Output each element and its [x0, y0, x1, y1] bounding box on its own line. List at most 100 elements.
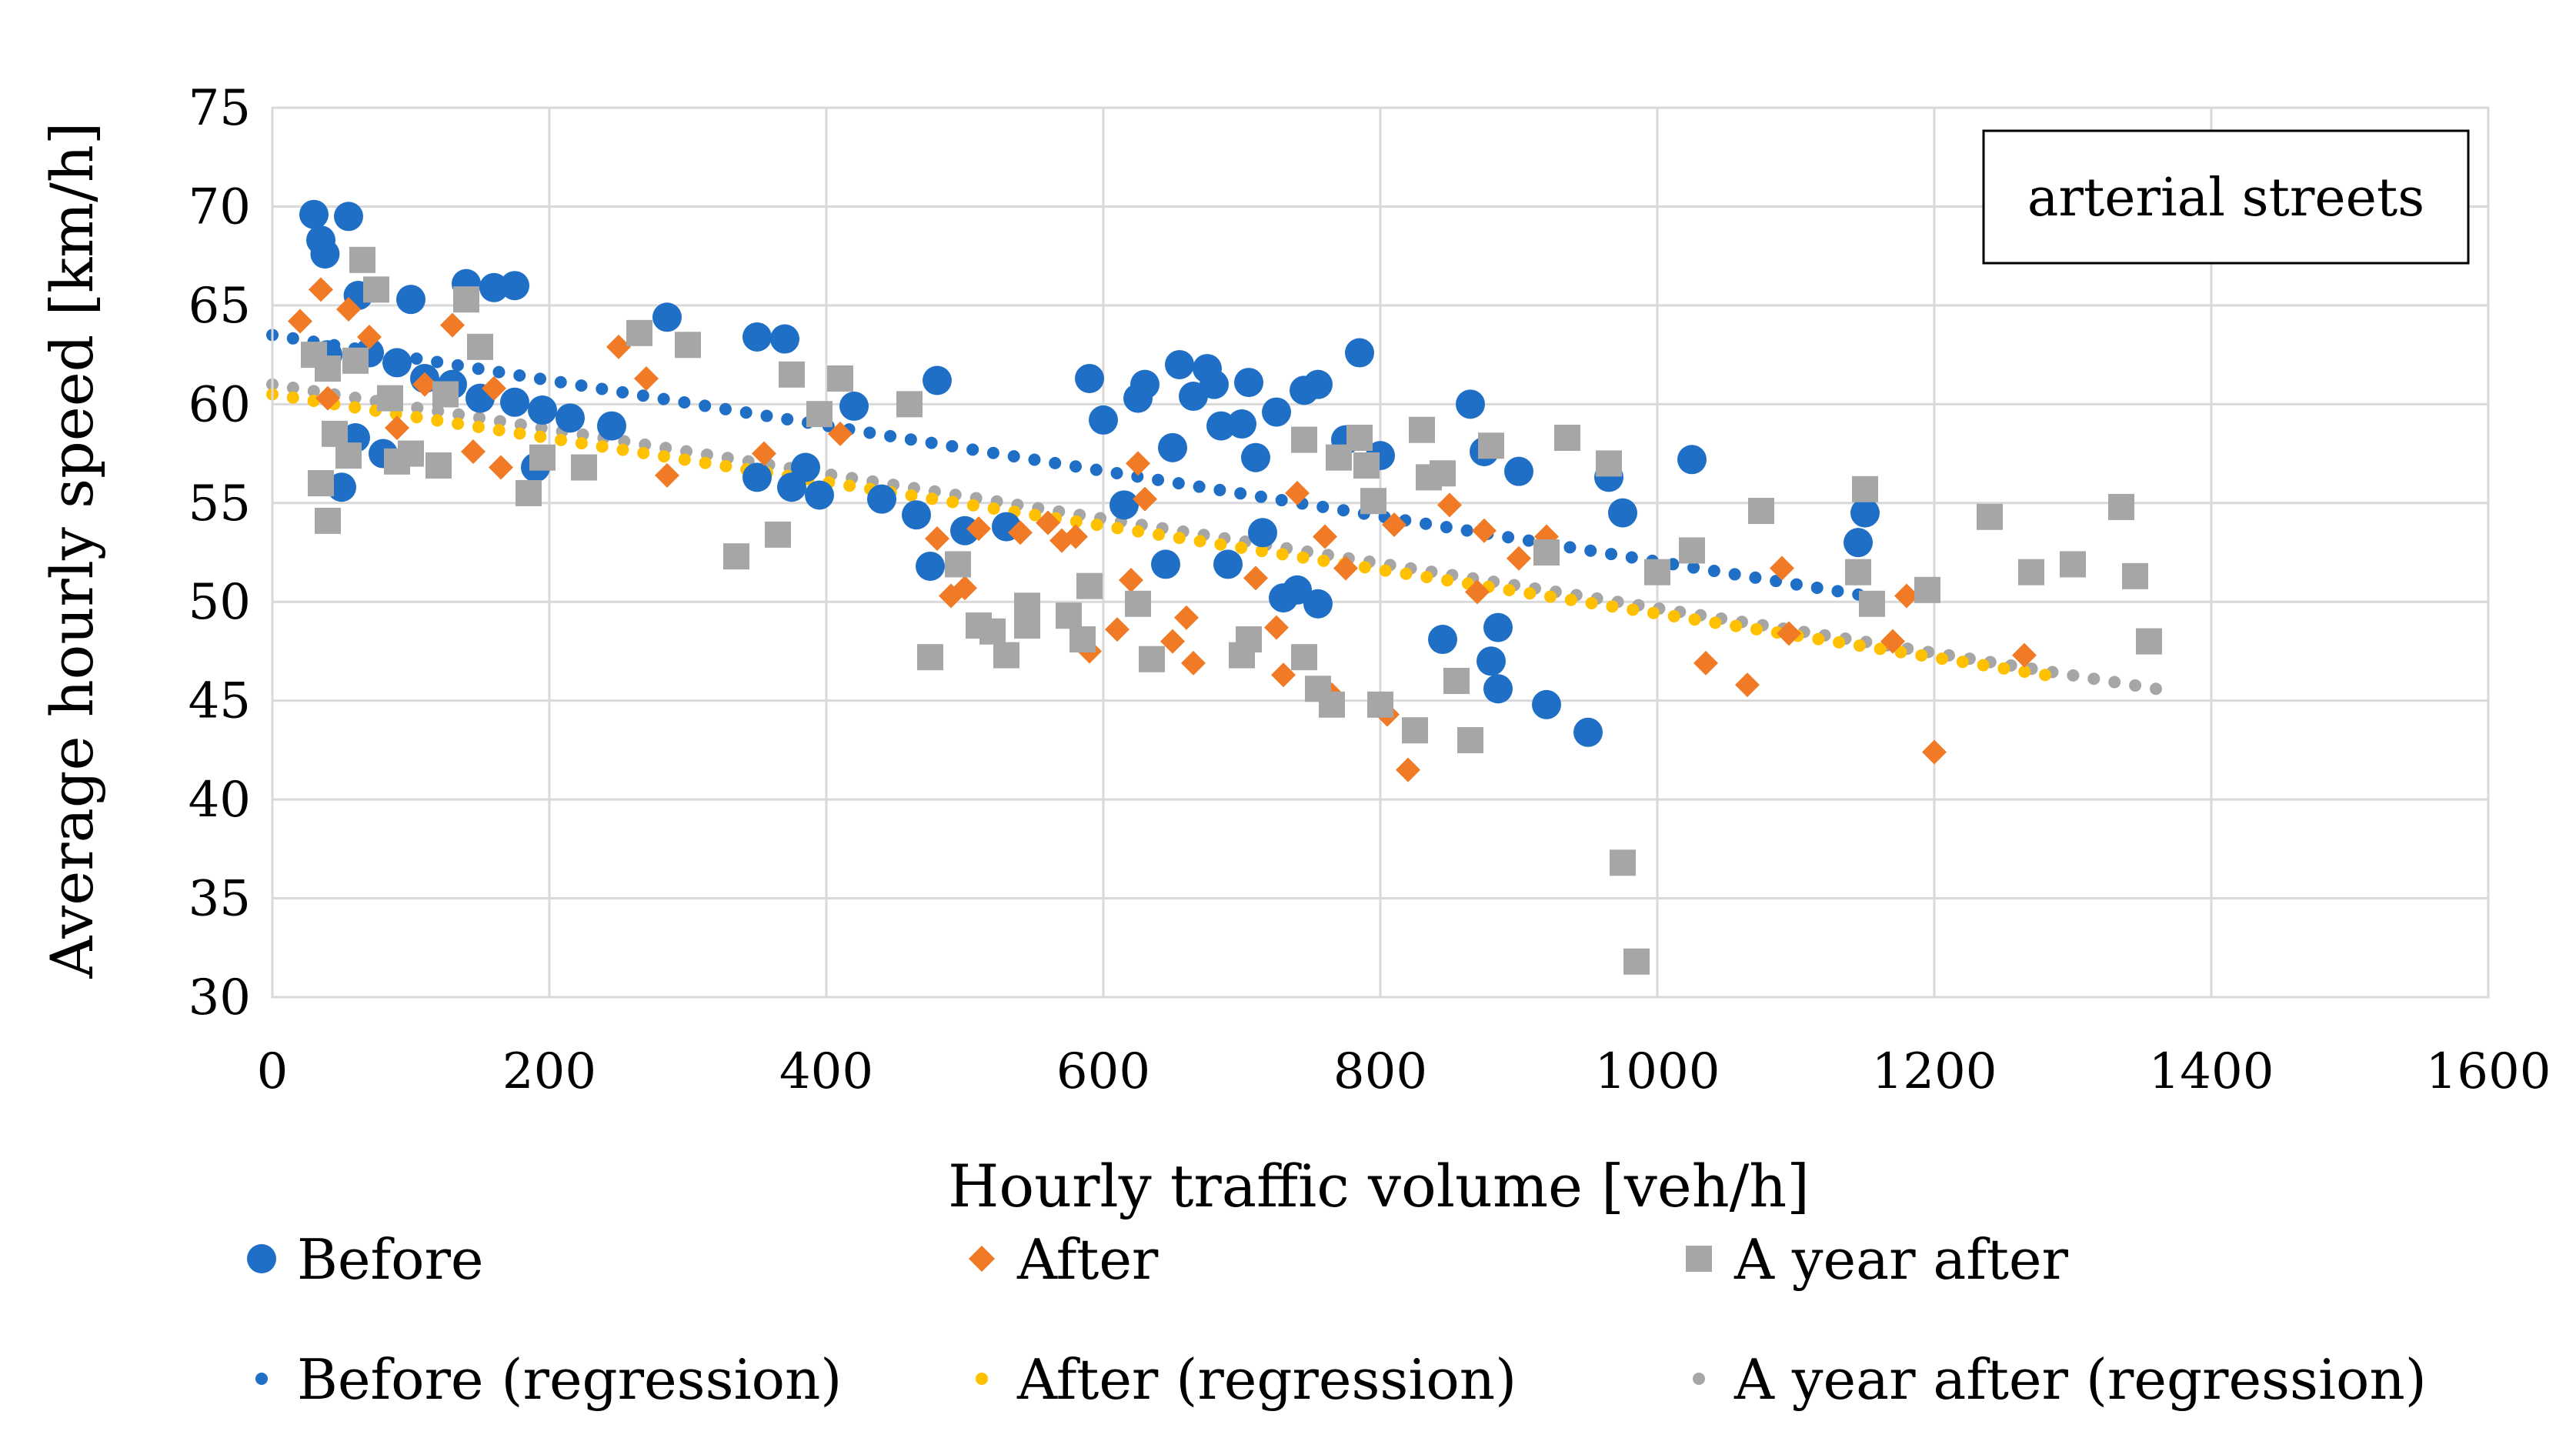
regression-dot-before: [1810, 581, 1824, 594]
year-after-point: [1852, 475, 1878, 502]
regression-dot-before: [534, 372, 546, 385]
before-point: [299, 199, 329, 229]
regression-dot-after: [1111, 522, 1124, 535]
y-tick-label: 60: [189, 376, 251, 433]
before-point: [1075, 363, 1104, 393]
before-point: [1241, 442, 1270, 472]
year-after-point: [315, 355, 341, 382]
regression-dot-after: [1193, 535, 1206, 548]
legend-marker-diamond: [969, 1246, 995, 1272]
regression-dot-before: [1563, 541, 1577, 554]
y-tick-label: 75: [189, 80, 251, 137]
regression-dot-before: [1707, 565, 1720, 578]
regression-dot-year-after: [2087, 672, 2101, 686]
after-point: [953, 576, 977, 601]
year-after-point: [1069, 626, 1096, 653]
after-point: [1160, 629, 1185, 654]
y-axis-title: Average hourly speed [km/h]: [38, 122, 106, 979]
after-point: [634, 365, 659, 391]
year-after-point: [1076, 572, 1103, 599]
regression-dot-after: [410, 411, 423, 424]
regression-dot-before: [760, 409, 773, 422]
after-point: [655, 462, 679, 488]
after-point: [1243, 566, 1268, 591]
before-point: [652, 302, 682, 332]
year-after-point: [1443, 667, 1470, 694]
after-point: [1880, 629, 1905, 654]
before-point: [923, 365, 952, 395]
x-tick-label: 1400: [2149, 1043, 2274, 1100]
after-point: [1693, 650, 1718, 676]
regression-dot-before: [410, 352, 423, 365]
year-after-point: [335, 442, 362, 469]
regression-dot-after: [1400, 567, 1413, 580]
regression-dot-before: [719, 402, 732, 415]
regression-dot-before: [451, 359, 464, 372]
year-after-point: [453, 286, 479, 313]
regression-dot-after: [1523, 587, 1537, 600]
year-after-point: [945, 551, 971, 578]
before-point: [1844, 528, 1873, 558]
after-point: [1922, 739, 1947, 765]
regression-dot-after: [678, 453, 691, 466]
legend-marker-dot: [1693, 1373, 1705, 1385]
before-point: [382, 348, 412, 378]
after-point: [309, 277, 333, 302]
regression-dot-before: [596, 382, 609, 395]
regression-dot-after: [1709, 616, 1722, 629]
x-tick-label: 600: [1056, 1043, 1150, 1100]
regression-dot-after: [596, 440, 609, 453]
after-point: [1264, 615, 1289, 640]
regression-dot-before: [1502, 531, 1515, 544]
regression-dot-after: [1132, 525, 1145, 538]
annotation-text: arterial streets: [2027, 168, 2424, 229]
regression-dot-after: [555, 433, 568, 446]
before-point: [1130, 369, 1160, 399]
after-point: [1181, 650, 1206, 676]
regression-dot-after: [1667, 609, 1680, 622]
regression-dot-after: [1544, 590, 1557, 603]
after-point: [482, 375, 506, 401]
year-after-point: [2136, 628, 2162, 655]
regression-dot-after: [1276, 548, 1289, 561]
year-after-point: [1859, 590, 1885, 617]
regression-dot-before: [1213, 483, 1226, 496]
regression-dot-after: [1255, 545, 1268, 558]
before-point: [1303, 589, 1333, 619]
x-tick-label: 400: [779, 1043, 873, 1100]
year-after-point: [765, 521, 791, 548]
regression-dot-after: [1235, 541, 1248, 554]
regression-dot-after: [1029, 509, 1042, 522]
year-after-point: [1291, 644, 1317, 671]
regression-dot-after: [1936, 652, 1949, 666]
after-point: [315, 385, 340, 411]
before-point: [334, 202, 363, 232]
regression-dot-year-after: [2108, 676, 2121, 689]
after-point: [1770, 556, 1794, 581]
y-tick-label: 45: [189, 673, 251, 730]
before-point: [396, 285, 425, 315]
regression-dot-year-after: [514, 418, 527, 431]
legend: Before After A year after Before (regressio…: [247, 1227, 2427, 1412]
before-point: [1151, 549, 1180, 579]
year-after-point: [1554, 425, 1580, 452]
regression-dot-after: [2018, 666, 2031, 679]
regression-dot-after: [658, 450, 671, 463]
year-after-point: [626, 319, 652, 346]
year-after-point: [2122, 562, 2148, 589]
after-point: [1036, 510, 1060, 535]
before-point: [556, 403, 585, 433]
regression-dot-before: [1172, 477, 1185, 490]
before-point: [1428, 625, 1457, 655]
year-after-point: [1402, 717, 1428, 744]
before-point: [1532, 689, 1561, 719]
y-tick-label: 55: [189, 475, 251, 532]
before-point: [1262, 397, 1291, 427]
before-point: [1504, 456, 1533, 486]
regression-dot-before: [1749, 571, 1762, 584]
regression-dot-before: [1193, 480, 1206, 493]
legend-item: A year after (regression): [1693, 1347, 2427, 1412]
before-point: [1109, 490, 1139, 520]
legend-marker-circle: [247, 1244, 276, 1273]
regression-dot-after: [286, 391, 299, 404]
